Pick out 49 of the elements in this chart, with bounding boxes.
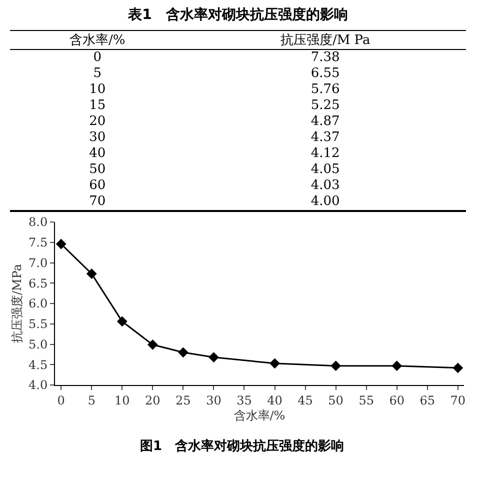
- y-tick-label: 5.0: [28, 337, 48, 352]
- y-tick-label: 6.5: [28, 276, 48, 290]
- category-label: 0: [92, 50, 102, 66]
- x-tick-label: 70: [450, 393, 466, 408]
- category-label: 15: [88, 98, 107, 114]
- text: 4.37: [310, 130, 340, 145]
- x-tick-label: 0: [57, 393, 65, 408]
- text: 7.38: [310, 50, 340, 65]
- text: 6.55: [310, 66, 340, 81]
- category-label: 60: [88, 178, 107, 194]
- text: 5.25: [310, 98, 340, 113]
- category-label: 50: [88, 162, 107, 178]
- x-tick-label: 35: [236, 393, 252, 408]
- y-tick-label: 8.0: [28, 215, 48, 230]
- text: 4.87: [310, 114, 340, 129]
- x-tick-label: 40: [267, 393, 282, 408]
- text: 4.00: [310, 194, 340, 209]
- text: 抗压强度/M Pa: [184, 30, 466, 50]
- x-tick-label: 10: [114, 393, 130, 408]
- y-tick-label: 7.0: [28, 256, 48, 270]
- y-axis-title: 抗压强度/MPa: [10, 264, 24, 344]
- x-tick-label: 50: [328, 393, 344, 408]
- y-tick-label: 6.0: [28, 296, 48, 311]
- x-axis-title: 含水率/%: [234, 408, 286, 422]
- x-tick-label: 5: [88, 393, 96, 408]
- category-label: 40: [88, 146, 107, 162]
- x-tick-label: 25: [176, 393, 191, 408]
- text: 表1 含水率对砌块抗压强度的影响: [127, 6, 349, 24]
- x-tick-label: 20: [145, 393, 160, 408]
- text: 图1 含水率对砌块抗压强度的影响: [138, 438, 346, 455]
- category-label: 5: [92, 66, 102, 82]
- text: 5.76: [310, 82, 340, 97]
- x-tick-label: 55: [358, 393, 374, 408]
- text: 4.12: [310, 146, 340, 161]
- x-tick-label: 30: [206, 393, 222, 408]
- y-tick-label: 7.5: [28, 236, 48, 250]
- x-tick-label: 45: [298, 393, 313, 408]
- y-tick-label: 5.5: [28, 317, 48, 332]
- x-tick-label: 65: [420, 393, 436, 408]
- y-tick-label: 4.0: [28, 378, 48, 392]
- category-label: 30: [88, 130, 107, 146]
- category-label: 10: [88, 82, 107, 98]
- text: 含水率/%: [10, 30, 185, 50]
- x-tick-label: 60: [389, 393, 404, 408]
- category-label: 70: [10, 194, 185, 211]
- y-tick-label: 4.5: [28, 358, 48, 372]
- text: 4.05: [310, 162, 340, 177]
- category-label: 20: [88, 114, 107, 130]
- text: 4.03: [310, 178, 340, 193]
